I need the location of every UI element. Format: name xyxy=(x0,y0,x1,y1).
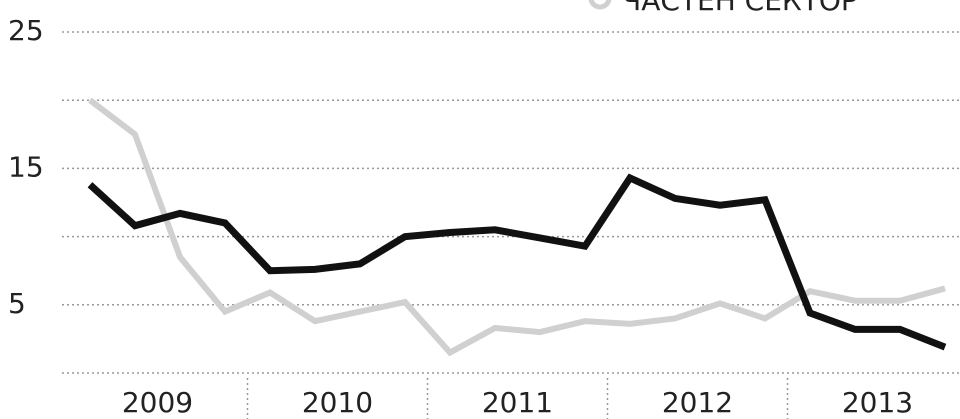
x-group-label: 2013 xyxy=(842,386,913,419)
legend-marker xyxy=(588,0,612,10)
x-group-label: 2012 xyxy=(662,386,733,419)
series-line xyxy=(87,173,947,351)
legend-label: ЧАСТЕН СЕКТОР xyxy=(622,0,858,17)
x-group-label: 2010 xyxy=(302,386,373,419)
x-group-label: 2011 xyxy=(482,386,553,419)
y-tick-label: 5 xyxy=(8,287,26,320)
y-tick-label: 15 xyxy=(8,150,44,183)
y-tick-label: 25 xyxy=(8,14,44,47)
x-group-label: 2009 xyxy=(122,386,193,419)
